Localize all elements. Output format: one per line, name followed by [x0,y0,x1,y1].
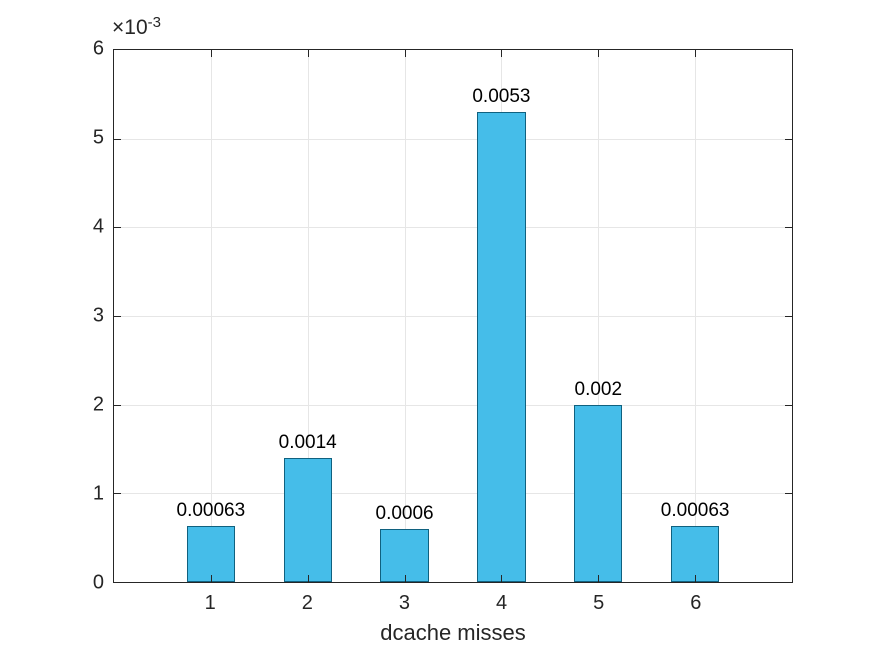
x-gridline [598,50,600,582]
y-tick-label: 4 [92,215,104,238]
bar-value-label: 0.00063 [660,500,730,522]
x-tick-label: 4 [496,592,508,614]
x-tick-label: 3 [398,592,410,614]
y-tick-mark [114,227,121,229]
bar [477,112,526,582]
x-tick-mark [307,575,309,582]
bar [186,526,236,582]
y-tick-mark [114,138,121,140]
y-axis-multiplier-base: ×10 [112,16,148,39]
y-tick-mark [785,493,792,495]
x-tick-mark [404,575,406,582]
bar-value-label: 0.00063 [176,500,246,522]
x-tick-mark [598,50,600,57]
x-gridline [210,50,212,582]
bar-value-label: 0.0014 [278,431,337,453]
y-tick-mark [114,493,121,495]
x-gridline [307,50,309,582]
x-axis-label: dcache misses [380,620,526,645]
x-gridline [695,50,697,582]
x-tick-mark [210,50,212,57]
x-tick-label: 6 [690,592,702,614]
bar-labels-layer: 0.00063 0.0014 0.0006 0.0053 0.002 0.00063 [114,50,792,582]
x-gridline [404,50,406,582]
y-tick-label: 1 [92,482,104,505]
gridlines-layer [114,50,792,582]
y-axis-tick-labels: 0 1 2 3 4 5 6 [0,38,104,594]
x-tick-mark [210,575,212,582]
bar [574,404,623,582]
tick-marks-layer [114,50,792,582]
y-gridline [114,316,792,317]
y-tick-mark [785,138,792,140]
bar-value-label: 0.0053 [472,86,531,108]
y-tick-label: 6 [92,37,104,60]
y-tick-label: 2 [92,393,104,416]
x-tick-label: 1 [204,592,216,614]
x-tick-label: 2 [301,592,313,614]
plot-area: 0.00063 0.0014 0.0006 0.0053 0.002 0.00063 [113,49,793,583]
x-tick-mark [598,575,600,582]
y-gridline [114,493,792,495]
bar [670,526,720,582]
y-tick-label: 5 [92,126,104,149]
x-axis-tick-labels: 1 2 3 4 5 6 [113,590,793,616]
y-tick-mark [785,227,792,229]
y-tick-mark [785,316,792,317]
y-axis-multiplier-exponent: -3 [147,14,161,31]
x-tick-mark [501,575,503,582]
y-tick-mark [114,404,121,406]
bars-layer [114,50,792,582]
x-tick-mark [695,575,697,582]
x-tick-mark [404,50,406,57]
x-tick-mark [695,50,697,57]
bar [283,457,332,582]
bar-value-label: 0.0006 [375,502,434,524]
y-tick-mark [785,404,792,406]
x-tick-label: 5 [593,592,605,614]
y-gridline [114,227,792,229]
bar [380,528,429,582]
bar-value-label: 0.002 [574,378,623,400]
y-gridline [114,404,792,406]
y-tick-label: 0 [92,571,104,594]
x-tick-mark [307,50,309,57]
x-tick-mark [501,50,503,57]
y-gridline [114,138,792,140]
y-tick-label: 3 [92,304,104,327]
y-tick-mark [114,316,121,317]
y-axis-multiplier: ×10-3 [112,14,161,40]
